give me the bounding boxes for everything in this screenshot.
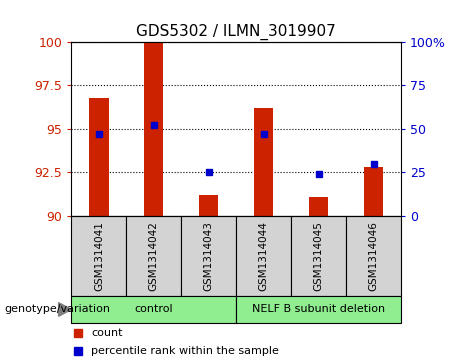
Text: GSM1314042: GSM1314042 [149,221,159,291]
Bar [291,216,346,296]
Bar [236,296,401,323]
Text: GSM1314044: GSM1314044 [259,221,269,291]
Bar [309,197,328,216]
Bar [71,216,126,296]
Title: GDS5302 / ILMN_3019907: GDS5302 / ILMN_3019907 [136,24,336,40]
Text: GSM1314043: GSM1314043 [204,221,214,291]
Bar [199,195,219,216]
Bar [126,216,181,296]
Text: GSM1314041: GSM1314041 [94,221,104,291]
Text: control: control [135,305,173,314]
Bar [181,216,236,296]
Text: count: count [91,328,123,338]
Bar [364,167,383,216]
Bar [254,108,273,216]
Bar [236,216,291,296]
Text: percentile rank within the sample: percentile rank within the sample [91,346,279,356]
Text: NELF B subunit deletion: NELF B subunit deletion [252,305,385,314]
Text: genotype/variation: genotype/variation [5,305,111,314]
Text: GSM1314045: GSM1314045 [313,221,324,291]
Bar [144,42,164,216]
Polygon shape [59,303,71,316]
Text: GSM1314046: GSM1314046 [369,221,378,291]
Bar [71,296,236,323]
Bar [346,216,401,296]
Bar [89,98,108,216]
